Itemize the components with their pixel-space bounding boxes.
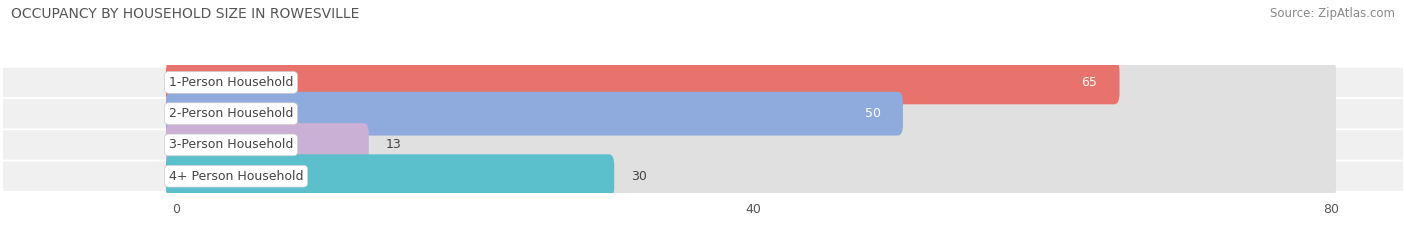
- FancyBboxPatch shape: [166, 61, 1336, 104]
- Text: 65: 65: [1081, 76, 1097, 89]
- FancyBboxPatch shape: [166, 154, 614, 198]
- FancyBboxPatch shape: [166, 154, 1336, 198]
- Text: 2-Person Household: 2-Person Household: [169, 107, 294, 120]
- Text: 1-Person Household: 1-Person Household: [169, 76, 294, 89]
- FancyBboxPatch shape: [3, 161, 1403, 191]
- Text: OCCUPANCY BY HOUSEHOLD SIZE IN ROWESVILLE: OCCUPANCY BY HOUSEHOLD SIZE IN ROWESVILL…: [11, 7, 360, 21]
- FancyBboxPatch shape: [3, 99, 1403, 128]
- FancyBboxPatch shape: [166, 123, 1336, 167]
- Text: 30: 30: [631, 170, 647, 183]
- FancyBboxPatch shape: [3, 130, 1403, 160]
- FancyBboxPatch shape: [3, 68, 1403, 97]
- FancyBboxPatch shape: [166, 61, 1119, 104]
- Text: 3-Person Household: 3-Person Household: [169, 138, 294, 151]
- FancyBboxPatch shape: [166, 123, 368, 167]
- Text: Source: ZipAtlas.com: Source: ZipAtlas.com: [1270, 7, 1395, 20]
- FancyBboxPatch shape: [166, 92, 903, 136]
- Text: 13: 13: [385, 138, 401, 151]
- Text: 50: 50: [865, 107, 880, 120]
- FancyBboxPatch shape: [166, 92, 1336, 136]
- Text: 4+ Person Household: 4+ Person Household: [169, 170, 304, 183]
